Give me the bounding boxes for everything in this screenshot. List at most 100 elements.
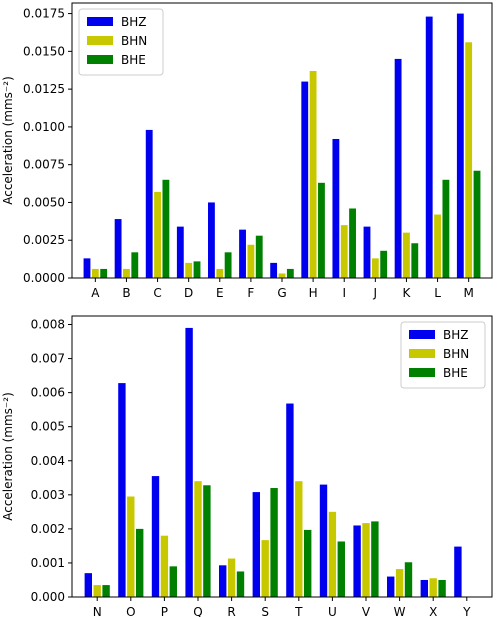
bar-bhn-l [434,214,441,278]
bar-bhn-k [403,232,410,278]
bar-bhe-i [349,208,356,278]
bar-bhn-e [216,268,224,278]
bar-bhe-a [100,268,108,278]
bar-bhz-v [353,525,361,597]
bar-bhe-o [136,528,144,597]
bar-bhe-e [224,252,232,278]
bar-bhe-n [102,585,110,597]
bar-bhz-n [84,573,92,597]
x-tick-label: V [362,605,371,617]
x-tick-label: M [463,286,473,300]
bar-bhz-f [239,229,246,278]
bar-bhn-c [154,191,161,278]
bar-bhe-l [442,179,450,278]
bar-bhz-r [219,565,227,597]
plot-frame [71,315,493,598]
bar-bhe-x [438,579,446,597]
y-tick-label: 0.0100 [23,120,65,134]
bar-bhn-q [194,481,202,597]
legend-label-bhe: BHE [443,366,468,380]
bar-bhz-o [118,383,126,597]
bar-bhz-d [176,226,184,278]
bar-bhe-g [286,268,294,278]
legend-swatch-bhz [87,17,113,26]
y-tick-label: 0.004 [31,454,65,468]
bar-bhz-b [114,219,122,278]
x-tick-label: R [227,605,235,617]
bar-bhe-u [337,541,345,597]
bar-bhz-l [425,16,433,278]
bar-bhz-w [387,576,395,597]
legend-label-bhe: BHE [121,53,146,67]
x-tick-label: F [247,286,254,300]
legend-swatch-bhz [409,330,435,339]
bar-bhz-j [363,226,371,278]
bar-bhz-c [145,129,153,278]
x-tick-label: W [394,605,406,617]
x-tick-label: B [122,286,130,300]
bar-bhn-j [371,258,379,278]
bar-bhz-t [286,403,294,597]
bar-bhe-q [203,485,211,597]
y-tick-label: 0.0075 [23,158,65,172]
legend-label-bhn: BHN [443,347,469,361]
bar-bhe-f [255,235,263,278]
bar-bhz-g [270,262,278,278]
x-tick-label: K [403,286,412,300]
bar-bhn-n [93,585,101,597]
bottom-chart: 0.000 0.001 0.002 0.003 0.004 0.005 0.006 0.007… [1,315,493,617]
top-chart: 0.0000 0.0025 0.0050 0.0075 0.0100 0.0125 0.01… [1,2,493,300]
bar-bhn-d [185,262,193,278]
legend-swatch-bhe [409,368,435,377]
x-tick-label: A [91,286,100,300]
bar-bhe-h [318,182,325,278]
legend-swatch-bhn [87,36,113,45]
bar-bhz-s [252,492,260,597]
bar-bhn-a [91,268,99,278]
bar-bhe-c [162,179,170,278]
y-tick-label: 0.003 [31,488,65,502]
bar-bhz-e [208,202,215,278]
x-tick-label: T [294,605,303,617]
x-tick-label: N [93,605,102,617]
bar-bhe-s [270,488,278,597]
x-tick-label: I [342,286,346,300]
bar-bhe-v [371,521,379,597]
y-tick-label: 0.002 [31,522,65,536]
y-axis-label: Acceleration (mms⁻²) [1,76,15,205]
bar-bhz-k [394,58,402,278]
x-tick-label: Y [462,605,471,617]
x-tick-label: H [309,286,318,300]
y-tick-label: 0.0050 [23,195,65,209]
bar-bhe-p [169,566,177,597]
bar-bhz-m [456,13,464,279]
x-tick-label: G [277,286,286,300]
bar-bhn-b [123,268,130,278]
bar-bhz-a [83,258,91,278]
x-tick-label: Q [193,605,202,617]
bar-bhn-m [465,42,473,278]
y-tick-label: 0.0175 [23,7,65,21]
bar-bhn-h [309,70,317,279]
y-tick-label: 0.005 [31,420,65,434]
y-tick-label: 0.000 [31,590,65,604]
y-tick-label: 0.0000 [23,271,65,285]
x-tick-label: L [434,286,441,300]
y-tick-label: 0.001 [31,556,65,570]
y-tick-label: 0.008 [31,318,65,332]
bar-bhn-s [261,540,269,597]
x-tick-label: X [429,605,437,617]
bar-bhe-w [404,562,413,597]
x-tick-label: C [153,286,161,300]
x-tick-label: U [328,605,337,617]
y-axis-label: Acceleration (mms⁻²) [1,392,15,521]
bar-bhe-b [131,252,139,278]
bar-bhn-i [340,225,348,278]
legend-label-bhn: BHN [121,34,147,48]
y-tick-label: 0.0125 [23,82,65,96]
bar-bhe-j [380,250,388,278]
bar-bhz-q [185,327,193,597]
bar-bhz-h [301,81,309,278]
bar-bhn-o [127,496,135,597]
